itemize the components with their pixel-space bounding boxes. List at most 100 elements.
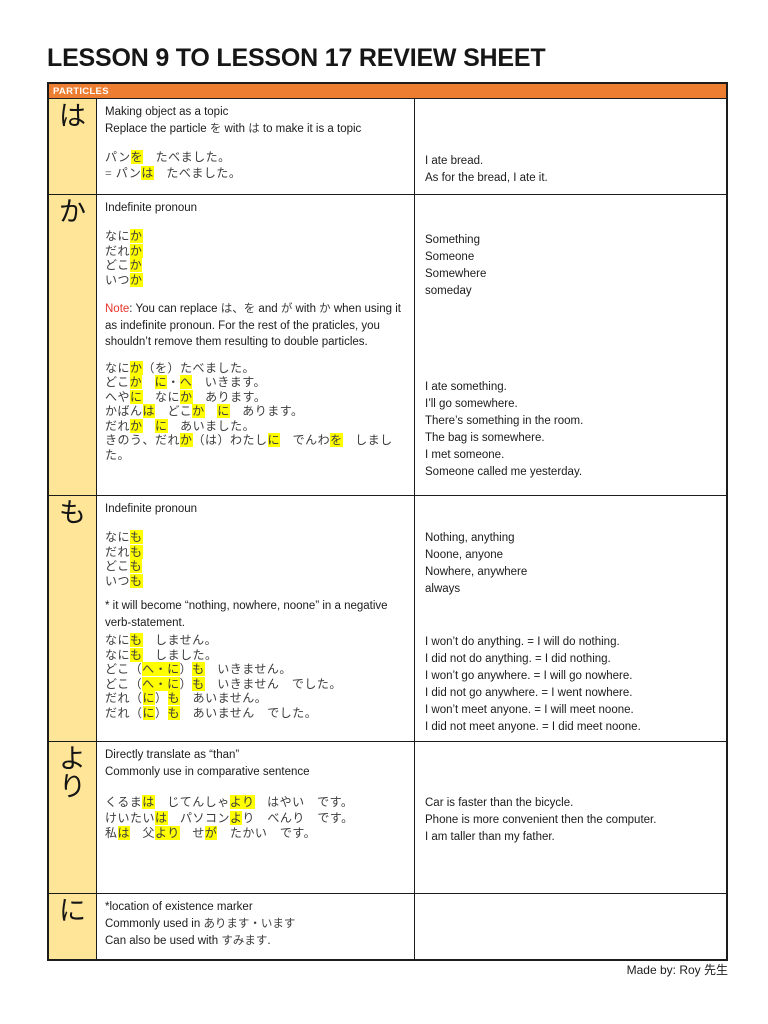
text-line: Commonly used in あります・います [105, 916, 406, 933]
text-line: くるまは じてんしゃより はやい です。 [105, 795, 406, 811]
text-segment: だれ [105, 544, 131, 559]
text-line: Somewhere [425, 266, 718, 283]
text-segment: Someone [425, 251, 475, 263]
text-line: Something [425, 232, 718, 249]
text-segment: あります。 [229, 404, 304, 418]
highlighted-particle: も [192, 662, 205, 676]
text-segment: ） [179, 676, 193, 691]
text-segment: だれ [105, 243, 131, 258]
text-segment: Commonly use in comparative sentence [105, 766, 310, 778]
text-line: Noone, anyone [425, 547, 718, 564]
highlighted-particle: も [167, 705, 181, 720]
table-body: は Making object as a topic Replace the par… [49, 99, 726, 959]
text-segment: Something [425, 234, 480, 246]
highlighted-particle: が [204, 826, 218, 840]
text-segment: always [425, 583, 461, 595]
highlighted-particle: か [130, 272, 143, 287]
translation-cell: I ate bread. As for the bread, I ate it. [415, 99, 726, 194]
translation-cell [415, 894, 726, 959]
text-line: = パンは たべました。 [105, 165, 406, 182]
table-header-label: PARTICLES [53, 85, 109, 97]
text-segment: I won’t do anything. = I will do nothing… [425, 636, 620, 648]
text-segment: じてんしゃ [154, 795, 230, 809]
text-segment: Somewhere [425, 268, 487, 280]
particle-character: よ [59, 744, 86, 774]
text-segment: が [280, 303, 293, 315]
text-segment: を [209, 123, 222, 135]
text-block: Indefinite pronoun [105, 200, 406, 217]
text-block: Directly translate as “than” Commonly use… [105, 747, 406, 781]
text-line: I’ll go somewhere. [425, 396, 718, 413]
text-line: someday [425, 283, 718, 300]
text-segment [205, 404, 218, 418]
text-segment: なに [142, 389, 181, 404]
text-segment: は [248, 123, 260, 135]
text-segment: だれ（ [105, 705, 143, 720]
text-segment: Nothing, anything [425, 532, 515, 544]
text-segment: Can also be used with [105, 935, 222, 947]
text-line: だれも [105, 544, 406, 560]
text-line: Commonly use in comparative sentence [105, 764, 406, 781]
text-segment: パン [115, 165, 142, 180]
text-line: なにも しました。 [105, 647, 406, 663]
highlighted-particle: も [130, 530, 143, 544]
highlighted-particle: に [154, 375, 168, 389]
text-segment: As for the bread, I ate it. [425, 172, 548, 184]
text-segment: = [105, 165, 116, 180]
text-segment: かばん [105, 404, 143, 418]
text-block: なにか だれか どこか いつか [105, 229, 406, 287]
text-line: Replace the particle を with は to make it… [105, 121, 406, 138]
highlighted-particle: へ [179, 375, 193, 389]
text-segment: いきません。 [204, 662, 292, 676]
text-segment: （は）わたし [192, 433, 268, 447]
text-line: Nothing, anything [425, 530, 718, 547]
text-segment: to make it is a topic [259, 123, 362, 135]
translation-cell: Car is faster than the bicycle. Phone is … [415, 742, 726, 893]
text-segment: I did not meet anyone. = I did meet noon… [425, 721, 641, 733]
text-segment: 私 [105, 826, 118, 840]
text-block: Indefinite pronoun [105, 501, 406, 518]
particle-character: も [59, 498, 86, 528]
text-line: なにも [105, 530, 406, 545]
highlighted-particle: か [130, 418, 143, 433]
text-segment: * it will become “nothing, nowhere, noon… [105, 600, 388, 629]
text-segment: だれ（ [105, 691, 143, 705]
text-segment: someday [425, 285, 472, 297]
text-block: なにか（を）たべました。 どこか に・へ いきます。 へやに なにか あります。 かば… [105, 360, 406, 463]
text-line: I won’t do anything. = I will do nothing… [425, 634, 718, 651]
text-line: いつも [105, 573, 406, 589]
text-segment: くるま [105, 795, 143, 809]
text-segment: Someone called me yesterday. [425, 466, 583, 478]
highlighted-particle: へ・に [142, 676, 180, 691]
highlighted-particle: に [130, 389, 143, 404]
text-line: どこか [105, 258, 406, 273]
text-segment: ） [155, 691, 168, 705]
text-line: だれか に あいました。 [105, 418, 406, 434]
text-block: くるまは じてんしゃより はやい です。 けいたいは パソコンより べんり です。… [105, 795, 406, 842]
text-segment: はやい です。 [254, 795, 354, 809]
text-segment: Phone is more convenient then the comput… [425, 814, 657, 826]
text-segment: きのう、だれ [105, 433, 181, 447]
particle-character: に [59, 896, 86, 926]
text-block: Making object as a topic Replace the part… [105, 104, 406, 138]
text-segment: I’ll go somewhere. [425, 398, 518, 410]
explanation-cell: Making object as a topic Replace the part… [97, 99, 415, 194]
text-line: I did not do anything. = I did nothing. [425, 651, 718, 668]
highlighted-particle: か [130, 229, 143, 243]
highlighted-particle: か [129, 258, 143, 272]
text-segment: ） [155, 705, 168, 720]
highlighted-particle: も [192, 676, 205, 691]
text-segment: with [221, 123, 249, 135]
text-line: なにも しません。 [105, 633, 406, 648]
text-line: Someone called me yesterday. [425, 464, 718, 481]
text-segment: あります。 [192, 389, 267, 404]
text-line: だれか [105, 243, 406, 259]
text-segment: Noone, anyone [425, 549, 504, 561]
highlighted-particle: も [130, 573, 143, 588]
text-segment: Note [105, 303, 130, 315]
text-line: Nowhere, anywhere [425, 564, 718, 581]
text-segment: たべました。 [153, 165, 242, 180]
text-line: always [425, 581, 718, 598]
table-row: より Directly translate as “than” Commonly u… [49, 741, 726, 893]
text-line: I ate something. [425, 379, 718, 396]
